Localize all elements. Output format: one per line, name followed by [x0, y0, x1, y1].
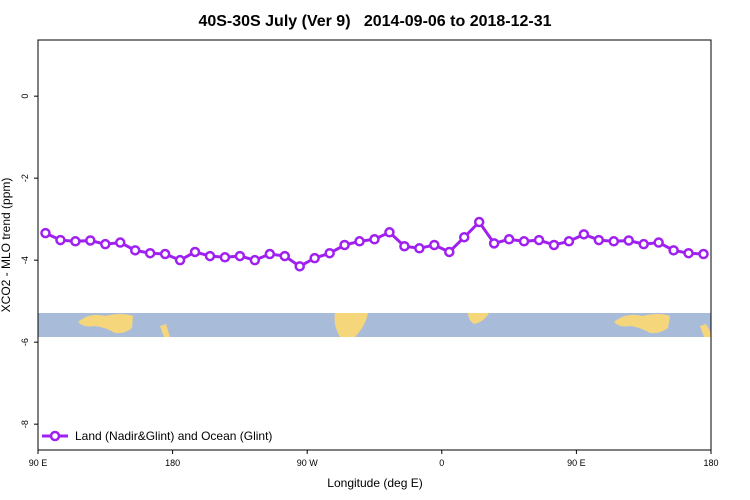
data-point: [354, 236, 365, 247]
x-tick-label: 90 E: [29, 458, 48, 468]
data-point: [429, 239, 440, 251]
data-point: [414, 243, 425, 254]
data-point: [593, 234, 605, 246]
data-point: [309, 252, 320, 264]
plot-frame: [37, 39, 712, 451]
y-tick-label: -8: [20, 420, 30, 428]
data-point: [473, 216, 485, 228]
data-point: [100, 238, 111, 250]
data-point: [294, 261, 305, 272]
x-axis-label: Longitude (deg E): [327, 476, 422, 490]
data-point: [204, 250, 216, 262]
chart-title: 40S-30S July (Ver 9) 2014-09-06 to 2018-…: [198, 13, 551, 30]
data-point: [85, 235, 96, 246]
data-point: [458, 231, 470, 243]
y-axis-label: XCO2 - MLO trend (ppm): [0, 178, 13, 313]
data-point: [444, 246, 455, 258]
data-point: [279, 250, 291, 262]
data-point: [533, 234, 545, 246]
data-point: [115, 237, 126, 248]
data-point: [129, 245, 141, 256]
data-point: [384, 227, 395, 238]
x-tick-label: 90 W: [297, 458, 319, 468]
x-tick-label: 180: [703, 458, 718, 468]
x-tick-label: 180: [165, 458, 180, 468]
data-point: [683, 247, 694, 259]
data-point: [159, 248, 171, 260]
data-point: [653, 237, 664, 248]
data-point: [563, 236, 575, 247]
data-point: [339, 239, 350, 251]
data-point: [488, 238, 500, 249]
data-point: [369, 234, 380, 245]
y-tick-label: -2: [20, 174, 30, 182]
data-point: [264, 248, 276, 260]
data-point: [40, 227, 51, 239]
data-point: [55, 234, 66, 246]
data-point: [668, 245, 679, 256]
data-point: [578, 229, 590, 240]
data-point: [234, 250, 246, 262]
y-tick-label: 0: [20, 94, 30, 99]
x-tick-label: 90 E: [567, 458, 586, 468]
x-tick-label: 0: [439, 458, 444, 468]
y-tick-label: -6: [20, 338, 30, 346]
data-point: [174, 254, 186, 266]
legend-marker: [49, 430, 61, 442]
map-strip: [38, 313, 711, 337]
data-point: [698, 248, 709, 260]
data-point: [608, 236, 620, 247]
data-point: [518, 236, 530, 247]
data-point: [249, 254, 261, 266]
data-point: [399, 240, 410, 252]
data-point: [70, 236, 81, 247]
data-point: [503, 234, 515, 245]
legend: [40, 426, 280, 446]
data-point: [144, 247, 156, 259]
data-point: [548, 239, 560, 251]
y-tick-label: -4: [20, 256, 30, 264]
data-point: [638, 238, 649, 250]
data-point: [189, 246, 201, 258]
data-point: [623, 235, 634, 246]
data-point: [324, 247, 335, 259]
legend-label: Land (Nadir&Glint) and Ocean (Glint): [75, 429, 272, 443]
data-point: [219, 252, 231, 263]
